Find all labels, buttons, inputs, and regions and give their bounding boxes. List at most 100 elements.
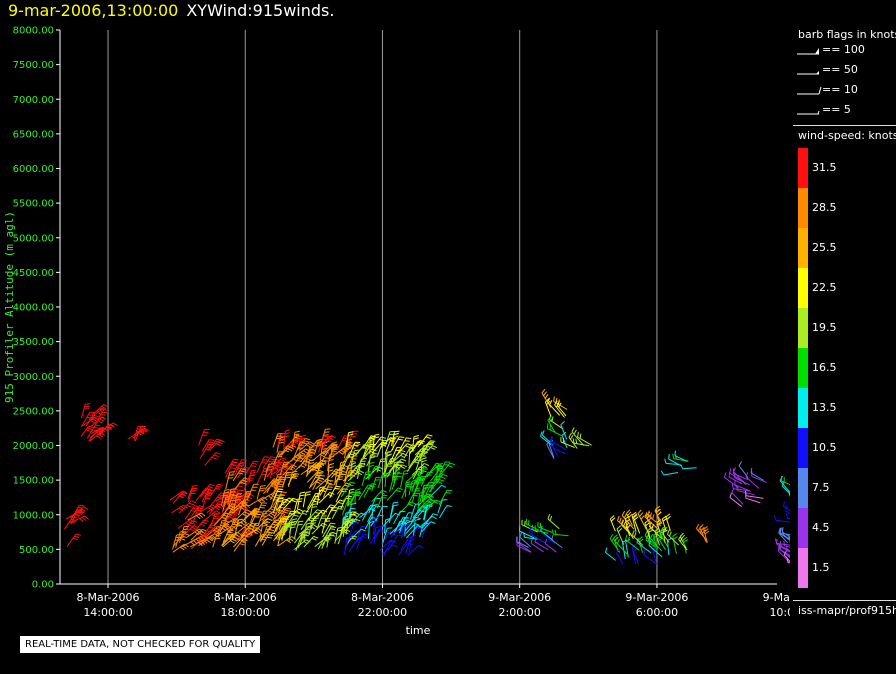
barb-feather <box>278 463 284 467</box>
barb-feather <box>378 529 384 532</box>
barb-feather <box>785 505 788 511</box>
barb-feather <box>223 491 230 494</box>
y-tick-label: 6500.00 <box>13 129 54 140</box>
wind-barb <box>787 517 790 520</box>
barb-feather <box>236 467 242 470</box>
barb-feather <box>667 537 673 541</box>
speed-color-scale: 31.5 28.5 25.5 22.5 19.5 16.5 13.5 10.5 7.5 4.5 1.… <box>793 148 896 588</box>
color-swatch <box>798 388 808 428</box>
wind-barb <box>419 523 424 538</box>
barb-feather <box>234 536 239 541</box>
barb-feather <box>628 513 633 519</box>
barb-feather <box>430 485 436 487</box>
wind-barb <box>540 532 556 545</box>
wind-barb <box>369 530 380 544</box>
barb-feather <box>396 464 402 467</box>
barb-feather <box>417 525 423 529</box>
barb-feather <box>405 481 411 484</box>
wind-barb <box>778 532 790 541</box>
barb-feather <box>575 438 578 444</box>
barb-feather <box>83 408 89 410</box>
barb-feather <box>543 391 547 397</box>
barb-feather <box>213 527 219 532</box>
barb-feather <box>329 534 335 537</box>
barb-feather <box>306 522 312 525</box>
wind-barb <box>531 534 546 544</box>
barb-feather <box>228 504 235 507</box>
wind-barb <box>745 497 761 504</box>
barb-feather <box>354 512 360 515</box>
barb-feather <box>209 483 215 487</box>
barb-feather <box>250 465 256 468</box>
barb-feather <box>355 518 361 522</box>
color-scale-label: 13.5 <box>812 401 837 414</box>
barb-feather <box>84 405 90 408</box>
barb-feather <box>302 442 308 445</box>
barb-feather <box>395 468 401 471</box>
barb-feather <box>782 501 785 507</box>
barb-feather <box>221 527 227 532</box>
barb-feather <box>100 427 106 432</box>
barb-feather <box>609 534 614 539</box>
barb-feather <box>433 501 439 504</box>
barb-feather <box>573 429 577 435</box>
barb-feather <box>312 523 318 528</box>
barb-feather <box>354 494 360 497</box>
barb-feather <box>72 516 78 519</box>
barb-feather <box>336 471 342 474</box>
barb-feather <box>229 516 235 520</box>
barb-feather <box>267 510 273 514</box>
y-tick-label: 5000.00 <box>13 233 54 244</box>
barb-feather <box>738 461 743 466</box>
barb-feather <box>627 511 632 517</box>
barb-feather <box>230 463 236 466</box>
color-scale-row: 22.5 <box>793 268 896 308</box>
barb-feather <box>181 506 186 510</box>
wind-barb <box>633 551 639 565</box>
wind-barb <box>405 516 417 532</box>
wind-barb <box>652 549 658 565</box>
barb-feather <box>337 508 343 510</box>
barb-feather <box>243 534 249 538</box>
barb-feather <box>272 480 278 483</box>
barb-feather <box>197 532 203 536</box>
barb-feather <box>229 511 235 514</box>
barb-feather <box>243 530 249 533</box>
barb-feather <box>223 494 229 497</box>
barb-feather <box>447 465 453 468</box>
wind-barb <box>516 541 532 553</box>
barb-feather <box>331 531 337 535</box>
barb-feather <box>351 462 357 465</box>
barb-feather <box>89 411 95 414</box>
barb-feather <box>678 534 682 540</box>
barb-feather <box>329 453 335 456</box>
barb-feather <box>315 476 321 479</box>
barb-feather <box>638 538 644 543</box>
barb-feather <box>650 533 654 539</box>
barb-feather <box>314 474 320 477</box>
y-tick-label: 8000.00 <box>13 26 54 37</box>
barb-feather <box>201 521 208 525</box>
wind-barb <box>421 521 432 533</box>
barb-feather <box>294 430 300 433</box>
y-tick-label: 2500.00 <box>13 406 54 417</box>
barb-feather <box>88 414 94 416</box>
barb-feather <box>253 460 259 463</box>
wind-barb <box>418 493 428 507</box>
barb-feather <box>360 528 366 532</box>
wind-barb <box>348 504 352 521</box>
wind-barb <box>375 505 384 522</box>
barb-feather <box>652 514 655 520</box>
barb-feather <box>403 472 409 475</box>
y-tick-label: 4000.00 <box>13 303 54 314</box>
barb-feather <box>244 502 250 507</box>
barb-feather <box>445 492 451 494</box>
barb-feather <box>662 526 668 531</box>
barb-feather <box>610 515 615 520</box>
barb-feather <box>545 398 550 403</box>
barb-feather <box>278 460 284 464</box>
barb-feather <box>394 430 400 433</box>
barb-feather <box>295 512 301 515</box>
barb-feather <box>305 444 311 448</box>
barb-feather <box>655 508 660 514</box>
